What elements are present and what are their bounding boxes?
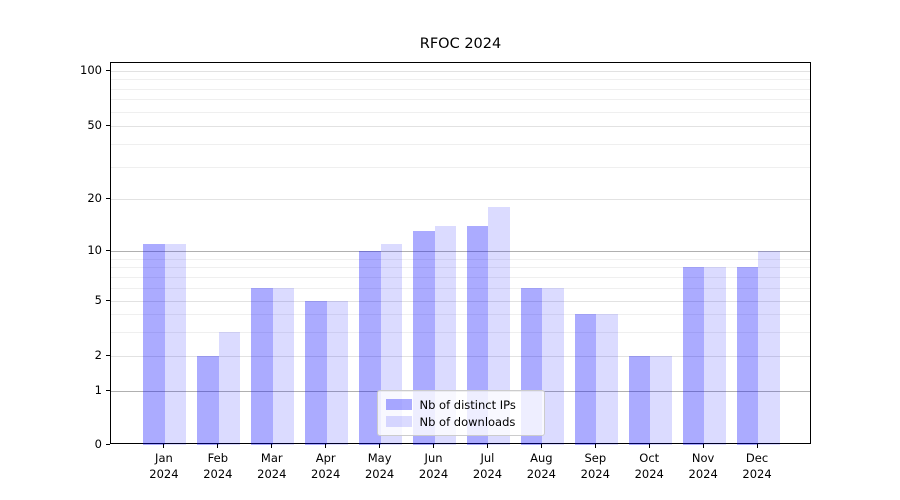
legend: Nb of distinct IPs Nb of downloads — [376, 390, 545, 436]
x-tick — [486, 444, 488, 448]
plot-area: Nb of distinct IPs Nb of downloads — [110, 62, 811, 445]
gridline-major — [111, 126, 810, 127]
gridline-minor — [111, 267, 810, 269]
x-tick-label: Jun 2024 — [418, 451, 449, 481]
y-tick-label: 0 — [94, 437, 102, 451]
gridline-major — [111, 301, 810, 302]
legend-row-downloads: Nb of downloads — [385, 413, 536, 430]
gridline-minor — [111, 258, 810, 260]
y-tick — [106, 299, 110, 301]
gridline-minor — [111, 111, 810, 113]
bar-distinct-ips-dec — [736, 267, 759, 445]
x-tick-label: Sep 2024 — [580, 451, 610, 481]
x-tick-label: Feb 2024 — [203, 451, 233, 481]
bar-downloads-sep — [596, 314, 618, 445]
y-tick — [106, 124, 110, 126]
gridline-major — [111, 356, 810, 357]
bar-downloads-feb — [218, 331, 241, 445]
gridline-minor — [111, 99, 810, 101]
gridline-major — [111, 251, 810, 252]
y-tick-label: 20 — [87, 191, 102, 205]
gridline-minor — [111, 88, 810, 90]
y-tick — [106, 354, 110, 356]
bar-downloads-dec — [758, 251, 780, 445]
y-tick — [106, 69, 110, 71]
x-tick-label: Mar 2024 — [257, 451, 287, 481]
x-tick — [702, 444, 704, 448]
y-tick-label: 5 — [94, 293, 102, 307]
x-tick — [433, 444, 435, 448]
bar-distinct-ips-mar — [251, 287, 273, 445]
bar-downloads-jul — [488, 206, 511, 445]
x-tick — [648, 444, 650, 448]
y-tick-label: 100 — [80, 63, 102, 77]
x-tick — [217, 444, 219, 448]
bar-distinct-ips-may — [359, 251, 381, 445]
y-tick-label: 1 — [94, 383, 102, 397]
gridline-minor — [111, 314, 810, 316]
x-tick-label: Aug 2024 — [526, 451, 557, 481]
bar-distinct-ips-apr — [305, 301, 327, 445]
x-tick — [379, 444, 381, 448]
y-tick-label: 50 — [87, 118, 102, 132]
x-tick — [540, 444, 542, 448]
y-tick — [106, 443, 110, 445]
bar-distinct-ips-oct — [628, 356, 651, 445]
gridline-major — [111, 71, 810, 72]
bar-distinct-ips-jan — [143, 243, 165, 445]
gridline-minor — [111, 276, 810, 278]
y-tick — [106, 249, 110, 251]
x-tick — [594, 444, 596, 448]
y-tick — [106, 389, 110, 391]
x-tick — [163, 444, 165, 448]
x-tick-label: Jan 2024 — [149, 451, 179, 481]
x-tick-label: Nov 2024 — [688, 451, 718, 481]
x-tick-label: Dec 2024 — [742, 451, 772, 481]
chart-title: RFOC 2024 — [419, 36, 502, 52]
bar-distinct-ips-feb — [197, 356, 219, 445]
x-tick-label: Jul 2024 — [472, 451, 503, 481]
bar-downloads-oct — [650, 356, 672, 445]
gridline-major — [111, 199, 810, 200]
bar-downloads-mar — [272, 287, 295, 445]
legend-swatch-downloads — [385, 416, 412, 427]
y-tick-label: 10 — [87, 243, 102, 257]
x-tick — [325, 444, 327, 448]
gridline-minor — [111, 331, 810, 333]
legend-swatch-distinct-ips — [385, 399, 412, 410]
bar-downloads-nov — [704, 267, 726, 445]
bar-downloads-jan — [164, 243, 187, 445]
gridline-minor — [111, 143, 810, 145]
gridline-minor — [111, 166, 810, 168]
bar-downloads-apr — [326, 301, 349, 445]
x-tick-label: Apr 2024 — [311, 451, 341, 481]
y-tick-label: 2 — [94, 348, 102, 362]
legend-row-distinct-ips: Nb of distinct IPs — [385, 396, 536, 413]
x-tick-label: May 2024 — [364, 451, 395, 481]
y-tick — [106, 197, 110, 199]
x-tick-label: Oct 2024 — [634, 451, 664, 481]
legend-label-downloads: Nb of downloads — [419, 414, 516, 429]
x-tick — [271, 444, 273, 448]
bar-distinct-ips-nov — [682, 267, 705, 445]
x-tick — [756, 444, 758, 448]
bar-downloads-aug — [542, 287, 564, 445]
gridline-minor — [111, 287, 810, 289]
gridline-minor — [111, 79, 810, 81]
bar-distinct-ips-sep — [574, 314, 597, 445]
legend-label-distinct-ips: Nb of distinct IPs — [419, 397, 516, 412]
